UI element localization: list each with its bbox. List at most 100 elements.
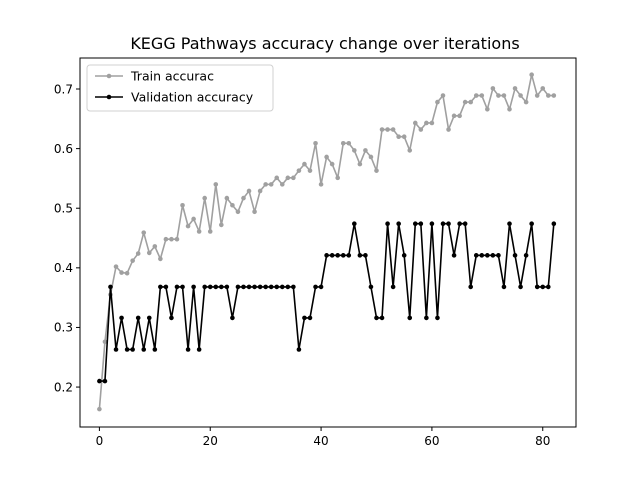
data-point-validation [363, 253, 368, 258]
data-point-train [180, 202, 185, 208]
data-point-validation [196, 347, 202, 352]
data-point-train [246, 188, 252, 194]
data-point-validation [97, 378, 102, 384]
chart-title: KEGG Pathways accuracy change over itera… [130, 34, 519, 53]
y-tick-label: 0.4 [54, 261, 73, 275]
legend-label-train: Train accurac [130, 69, 214, 84]
data-point-validation [485, 253, 490, 258]
data-point-train [102, 339, 108, 345]
data-point-validation [152, 347, 158, 352]
data-point-train [379, 127, 385, 132]
data-point-train [97, 406, 102, 412]
data-point-validation [401, 253, 407, 258]
data-point-validation [462, 221, 468, 227]
data-point-validation [202, 284, 207, 290]
data-point-train [274, 175, 280, 181]
axes-frame [79, 57, 577, 428]
data-point-train [357, 161, 363, 167]
data-point-validation [507, 221, 512, 227]
data-point-validation [291, 284, 296, 290]
data-point-validation [185, 347, 191, 352]
x-tick-label: 60 [424, 434, 439, 448]
data-point-train [241, 195, 246, 201]
data-point-train [335, 175, 341, 181]
data-point-validation [352, 221, 357, 227]
data-point-validation [374, 315, 379, 321]
data-point-train [163, 236, 169, 242]
data-point-train [202, 195, 207, 201]
y-tick-label: 0.7 [54, 82, 73, 96]
x-tick-label: 80 [535, 434, 550, 448]
data-point-train [318, 182, 324, 187]
data-point-validation [490, 253, 496, 258]
series-line-validation [99, 222, 555, 382]
data-point-validation [407, 315, 413, 321]
data-point-train [119, 270, 124, 275]
data-point-validation [307, 315, 313, 321]
data-point-train [407, 148, 413, 153]
legend: Train accurac Validation accuracy [86, 64, 274, 112]
data-point-validation [329, 253, 335, 258]
data-point-validation [418, 221, 424, 227]
data-point-train [534, 93, 540, 98]
data-point-train [418, 127, 424, 132]
data-point-validation [501, 284, 507, 290]
data-point-train [296, 168, 302, 173]
x-tick-label: 40 [313, 434, 328, 448]
data-point-validation [451, 253, 457, 258]
data-point-validation [429, 221, 435, 227]
data-point-validation [230, 315, 235, 321]
data-point-validation [368, 284, 374, 290]
data-point-validation [246, 284, 252, 290]
data-point-validation [213, 284, 219, 290]
data-point-train [440, 93, 446, 98]
data-point-train [446, 127, 451, 132]
data-point-train [235, 209, 241, 215]
y-tick-label: 0.5 [54, 202, 73, 216]
data-point-validation [324, 253, 329, 258]
data-point-validation [346, 253, 352, 258]
data-point-validation [396, 221, 401, 227]
data-point-validation [141, 347, 147, 352]
legend-marker-train [106, 73, 112, 79]
data-point-validation [424, 315, 429, 321]
data-point-validation [340, 253, 346, 258]
x-axis: 0 20 40 60 80 [96, 427, 550, 448]
data-point-train [363, 148, 368, 153]
data-point-train [285, 175, 291, 181]
data-point-validation [219, 284, 224, 290]
data-point-train [545, 93, 551, 98]
data-point-validation [385, 221, 390, 227]
data-point-validation [412, 221, 418, 227]
data-point-validation [335, 253, 341, 258]
data-point-train [263, 182, 268, 187]
data-point-validation [113, 347, 119, 352]
data-point-train [207, 229, 213, 234]
data-point-train [479, 93, 485, 98]
data-point-validation [545, 284, 551, 290]
data-point-train [130, 258, 135, 263]
data-point-train [501, 93, 507, 98]
legend-box [86, 64, 274, 112]
data-point-validation [534, 284, 540, 290]
data-point-validation [296, 347, 302, 352]
data-point-train [313, 140, 318, 146]
data-point-train [451, 113, 457, 119]
data-point-train [124, 270, 130, 276]
data-point-validation [473, 253, 479, 258]
data-point-train [329, 161, 335, 167]
data-point-train [252, 209, 257, 215]
data-point-validation [435, 315, 440, 321]
legend-marker-validation [106, 94, 112, 100]
data-point-validation [158, 284, 163, 290]
data-point-train [185, 223, 191, 229]
data-point-validation [518, 284, 523, 290]
data-point-train [529, 72, 534, 77]
data-point-train [368, 154, 374, 160]
data-point-validation [163, 284, 169, 290]
data-point-train [412, 120, 418, 126]
data-point-train [169, 236, 174, 242]
data-point-validation [146, 315, 152, 321]
data-point-train [346, 140, 352, 146]
y-tick-label: 0.3 [54, 321, 73, 335]
